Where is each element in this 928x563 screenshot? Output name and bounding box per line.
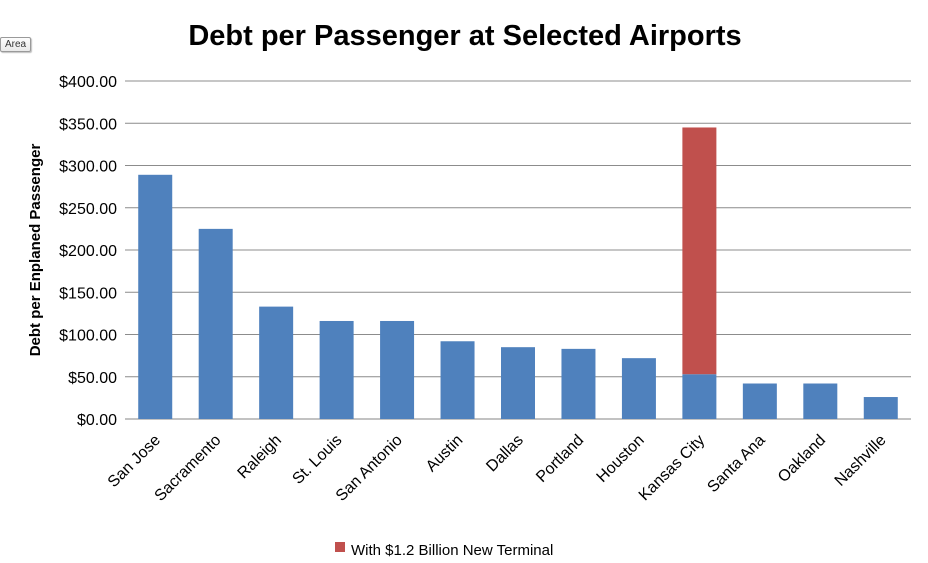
legend: With $1.2 Billion New Terminal bbox=[335, 542, 553, 559]
bar-san-jose bbox=[138, 174, 173, 419]
bar-oakland bbox=[803, 383, 838, 419]
y-tick-label: $350.00 bbox=[59, 116, 117, 133]
y-tick-label: $100.00 bbox=[59, 328, 117, 345]
bar-st-louis bbox=[319, 320, 354, 419]
x-tick-label: Raleigh bbox=[235, 432, 285, 482]
y-tick-label: $300.00 bbox=[59, 159, 117, 176]
bar-houston bbox=[621, 358, 656, 419]
gridlines bbox=[125, 80, 911, 420]
bar-raleigh bbox=[259, 306, 294, 419]
x-tick-label: Austin bbox=[423, 432, 466, 475]
y-tick-label: $0.00 bbox=[77, 412, 117, 429]
bar-dallas bbox=[501, 347, 535, 419]
x-tick-label: San Jose bbox=[105, 432, 164, 491]
x-tick-label: St. Louis bbox=[289, 432, 345, 488]
x-tick-label: Kansas City bbox=[636, 432, 708, 504]
y-tick-label: $250.00 bbox=[59, 201, 117, 218]
bar-san-antonio bbox=[380, 320, 415, 419]
chart-title: Debt per Passenger at Selected Airports bbox=[188, 20, 741, 52]
bar-nashville bbox=[863, 397, 898, 419]
y-tick-label: $400.00 bbox=[59, 74, 117, 91]
y-tick-label: $50.00 bbox=[68, 370, 117, 387]
x-tick-label: Santa Ana bbox=[704, 432, 768, 496]
x-tick-label: Nashville bbox=[832, 432, 890, 490]
legend-swatch bbox=[335, 542, 345, 552]
y-axis-ticks: $0.00 $50.00 $100.00 $150.00 $200.00 $250.00 $… bbox=[59, 74, 117, 429]
y-tick-label: $200.00 bbox=[59, 243, 117, 260]
x-tick-label: Dallas bbox=[483, 432, 526, 475]
bars bbox=[138, 127, 898, 419]
bar-portland bbox=[561, 348, 596, 419]
bar-sacramento bbox=[198, 228, 233, 419]
bar-austin bbox=[440, 341, 475, 419]
area-tooltip: Area bbox=[0, 37, 32, 52]
x-tick-label: Oakland bbox=[775, 432, 829, 486]
bar-santa-ana bbox=[742, 383, 777, 419]
legend-label: With $1.2 Billion New Terminal bbox=[351, 542, 553, 559]
bar-kansas-city bbox=[682, 374, 717, 419]
y-tick-label: $150.00 bbox=[59, 285, 117, 302]
x-tick-label: Portland bbox=[533, 432, 587, 486]
x-tick-label: Houston bbox=[594, 432, 648, 486]
bar-kansas-city-new-terminal bbox=[682, 127, 717, 375]
y-axis-label: Debt per Enplaned Passenger bbox=[27, 144, 44, 357]
